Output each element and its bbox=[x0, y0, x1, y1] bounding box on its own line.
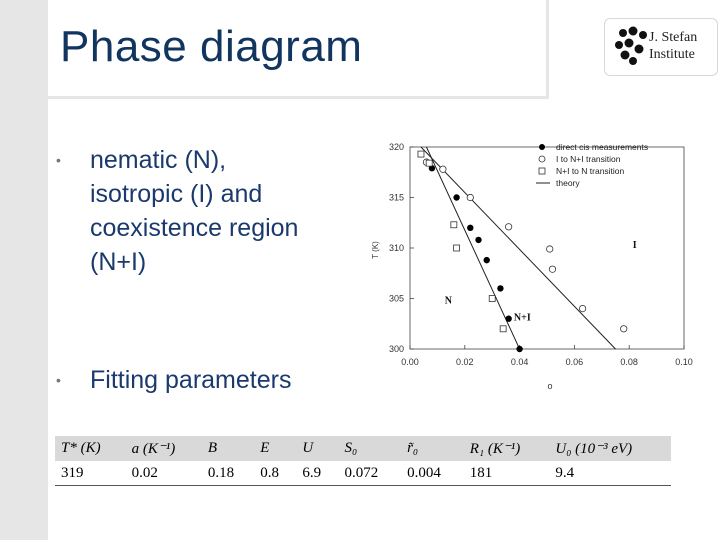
legend-marker bbox=[539, 144, 545, 150]
table-header-row: T* (K) a (K⁻¹) B E U S₀ r̃₀ R₁ (K⁻¹) U₀ (10⁻³ eV… bbox=[55, 436, 671, 461]
param-header-cell: r̃₀ bbox=[401, 436, 464, 461]
ni-to-n-point bbox=[450, 221, 458, 229]
bullet-line: isotropic (I) and bbox=[90, 180, 263, 208]
x-tick-label: 0.04 bbox=[511, 357, 529, 367]
param-value-cell: 6.9 bbox=[296, 461, 339, 486]
i-to-ni-point bbox=[466, 193, 474, 202]
direct-measurement-point bbox=[428, 165, 436, 172]
param-value-cell: 0.02 bbox=[125, 461, 202, 486]
legend-entry: theory bbox=[556, 178, 580, 188]
logo-line-2: Institute bbox=[649, 47, 695, 62]
param-header-cell: R₁ (K⁻¹) bbox=[463, 436, 550, 461]
param-header-cell: B bbox=[201, 436, 255, 461]
legend-entry: direct cis measurements bbox=[556, 142, 648, 152]
i-to-ni-point bbox=[546, 245, 554, 253]
direct-measurement-point bbox=[505, 315, 512, 322]
theory-line bbox=[425, 146, 521, 350]
direct-measurement-point bbox=[497, 285, 504, 292]
logo-line-1: J. Stefan bbox=[649, 30, 698, 45]
ni-to-n-point bbox=[488, 295, 496, 302]
region-label: N bbox=[445, 296, 453, 307]
y-axis-label: T (K) bbox=[371, 241, 380, 259]
fitting-parameters-table: T* (K) a (K⁻¹) B E U S₀ r̃₀ R₁ (K⁻¹) U₀ (10⁻³ eV… bbox=[55, 436, 675, 486]
header-divider bbox=[0, 96, 546, 99]
param-header-cell: U₀ (10⁻³ eV) bbox=[549, 436, 671, 461]
ni-to-n-point bbox=[425, 159, 433, 167]
theory-line bbox=[420, 146, 616, 350]
param-header-cell: U bbox=[296, 436, 339, 461]
legend-marker bbox=[538, 155, 546, 163]
slide-title: Phase diagram bbox=[60, 22, 363, 71]
ni-to-n-point bbox=[417, 150, 425, 158]
ni-to-n-point bbox=[499, 325, 507, 333]
legend-entry: N+I to N transition bbox=[556, 166, 625, 176]
x-tick-label: 0.06 bbox=[566, 357, 584, 367]
legend-entry: I to N+I transition bbox=[556, 154, 621, 164]
bullet-dot-icon: • bbox=[56, 372, 61, 388]
ni-to-n-point bbox=[453, 244, 460, 252]
y-tick-label: 305 bbox=[389, 294, 404, 304]
i-to-ni-point bbox=[505, 223, 513, 231]
param-value-cell: 181 bbox=[463, 461, 550, 486]
y-tick-label: 310 bbox=[389, 243, 404, 253]
param-header-cell: a (K⁻¹) bbox=[125, 436, 202, 461]
param-value-cell: 9.4 bbox=[549, 461, 671, 486]
x-tick-label: 0.00 bbox=[401, 357, 419, 367]
param-value-cell: 0.072 bbox=[338, 461, 402, 486]
logo-text: J. Stefan Institute bbox=[649, 29, 697, 63]
i-to-ni-point bbox=[620, 325, 628, 333]
y-tick-label: 315 bbox=[389, 193, 404, 203]
stray-label: o bbox=[547, 381, 552, 391]
x-tick-label: 0.10 bbox=[675, 357, 693, 367]
bullet-line: Fitting parameters bbox=[90, 366, 292, 394]
direct-measurement-point bbox=[467, 224, 474, 231]
phase-diagram-chart: T (K) o 0.00 0.02 0.04 0.06 0.08 0.10 300 305 31… bbox=[371, 142, 693, 391]
i-to-ni-point bbox=[579, 305, 587, 313]
region-label: N+I bbox=[514, 313, 531, 324]
param-value-cell: 0.18 bbox=[201, 461, 255, 486]
institute-logo: J. Stefan Institute bbox=[604, 18, 718, 76]
param-header-cell: E bbox=[254, 436, 297, 461]
legend-marker bbox=[538, 167, 546, 175]
i-to-ni-point bbox=[439, 165, 447, 173]
region-label: I bbox=[633, 240, 637, 251]
param-header-cell: S₀ bbox=[338, 436, 402, 461]
table-row: 319 0.02 0.18 0.8 6.9 0.072 0.004 181 9.4 bbox=[55, 461, 671, 486]
x-tick-label: 0.02 bbox=[456, 357, 474, 367]
y-tick-label: 300 bbox=[389, 344, 404, 354]
param-value-cell: 0.8 bbox=[254, 461, 297, 486]
bullet-line: (N+I) bbox=[90, 248, 147, 276]
left-accent-bar bbox=[0, 0, 48, 540]
param-value-cell: 0.004 bbox=[401, 461, 464, 486]
x-tick-label: 0.08 bbox=[620, 357, 638, 367]
direct-measurement-point bbox=[475, 236, 482, 244]
param-value-cell: 319 bbox=[55, 461, 126, 486]
bullet-line: coexistence region bbox=[90, 214, 299, 242]
i-to-ni-point bbox=[548, 265, 557, 273]
param-header-cell: T* (K) bbox=[55, 436, 126, 461]
y-tick-label: 320 bbox=[389, 142, 404, 152]
bullet-line: nematic (N), bbox=[90, 146, 227, 174]
bullet-dot-icon: • bbox=[56, 152, 61, 168]
direct-measurement-point bbox=[453, 194, 460, 201]
direct-measurement-point bbox=[516, 345, 523, 353]
header-vertical-divider bbox=[546, 0, 549, 99]
logo-dots-icon bbox=[615, 26, 647, 65]
direct-measurement-point bbox=[483, 256, 490, 264]
